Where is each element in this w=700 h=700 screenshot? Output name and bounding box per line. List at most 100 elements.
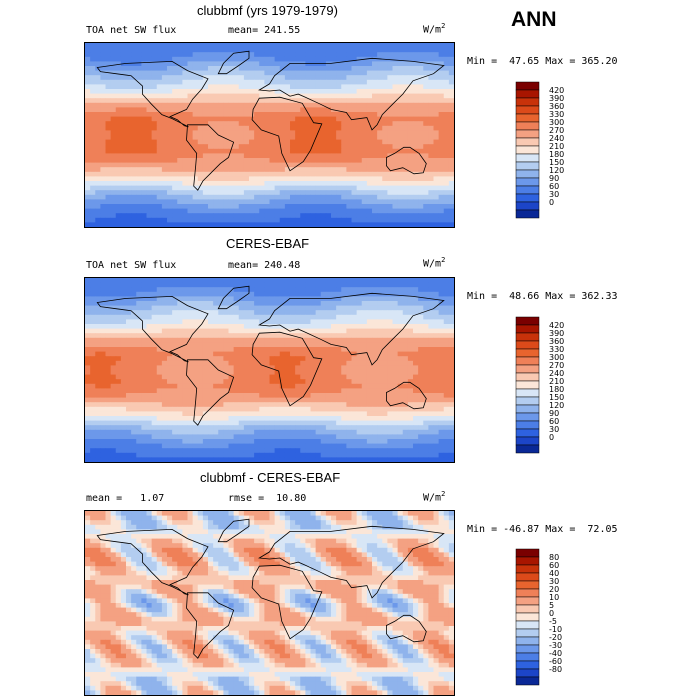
colorbar-tick-label: 240: [549, 134, 564, 143]
field-cell: [336, 61, 342, 67]
field-cell: [105, 314, 112, 320]
field-cell: [382, 176, 388, 182]
field-cell: [361, 342, 368, 348]
field-cell: [141, 56, 147, 62]
field-cell: [264, 204, 270, 209]
field-cell: [223, 130, 229, 136]
field-cell: [208, 208, 214, 214]
field-cell: [269, 153, 276, 159]
field-cell: [392, 379, 399, 385]
field-cell: [264, 93, 270, 99]
field-cell: [387, 116, 393, 122]
field-cell: [300, 351, 306, 357]
field-cell: [156, 190, 163, 196]
field-cell: [382, 89, 388, 94]
field-cell: [182, 139, 188, 145]
field-cell: [90, 301, 96, 306]
field-cell: [167, 393, 173, 398]
field-cell: [269, 139, 276, 145]
field-cell: [351, 93, 358, 99]
field-cell: [115, 213, 122, 219]
field-cell: [141, 199, 147, 205]
field-cell: [325, 397, 332, 403]
field-cell: [254, 116, 260, 122]
field-cell: [372, 291, 378, 297]
field-cell: [238, 406, 245, 412]
field-cell: [254, 153, 260, 159]
field-cell: [320, 310, 327, 316]
field-cell: [151, 402, 158, 408]
field-cell: [331, 291, 337, 297]
field-cell: [290, 287, 296, 293]
field-cell: [325, 406, 332, 412]
field-cell: [202, 388, 209, 394]
field-cell: [377, 199, 383, 205]
field-cell: [295, 194, 301, 200]
coastline: [186, 124, 235, 191]
field-cell: [433, 287, 440, 293]
field-cell: [320, 213, 327, 219]
field-cell: [372, 397, 378, 403]
field-cell: [249, 370, 255, 375]
field-cell: [167, 351, 173, 357]
field-cell: [182, 222, 188, 227]
field-cell: [418, 98, 424, 104]
field-cell: [274, 66, 281, 71]
field-cell: [218, 204, 224, 209]
field-cell: [105, 66, 112, 71]
field-cell: [223, 47, 229, 53]
field-cell: [377, 310, 383, 316]
field-cell: [392, 144, 399, 150]
field-cell: [279, 75, 286, 81]
field-cell: [269, 301, 276, 306]
field-cell: [156, 158, 163, 163]
field-cell: [320, 93, 327, 99]
field-cell: [182, 305, 188, 311]
field-cell: [172, 328, 178, 334]
field-cell: [151, 337, 158, 343]
field-cell: [172, 287, 178, 293]
field-cell: [356, 360, 363, 366]
field-cell: [290, 181, 296, 186]
field-cell: [325, 162, 332, 168]
field-cell: [213, 383, 219, 389]
field-cell: [115, 351, 122, 357]
field-cell: [238, 148, 245, 154]
field-cell: [269, 181, 276, 186]
field-cell: [208, 43, 214, 48]
field-cell: [105, 194, 112, 200]
field-cell: [146, 176, 153, 182]
field-cell: [295, 153, 301, 159]
field-cell: [192, 296, 199, 302]
field-cell: [356, 116, 363, 122]
field-cell: [346, 75, 352, 81]
field-cell: [146, 112, 153, 117]
field-cell: [310, 351, 317, 357]
field-cell: [392, 153, 399, 159]
field-cell: [146, 388, 153, 394]
field-cell: [279, 61, 286, 67]
field-cell: [233, 93, 240, 99]
field-cell: [346, 66, 352, 71]
field-cell: [243, 397, 250, 403]
field-cell: [397, 194, 404, 200]
field-cell: [279, 301, 286, 306]
field-cell: [356, 75, 363, 81]
field-cell: [331, 208, 337, 214]
field-cell: [402, 135, 409, 140]
field-cell: [274, 324, 281, 329]
field-cell: [233, 98, 240, 104]
field-cell: [397, 388, 404, 394]
field-cell: [413, 282, 419, 288]
field-cell: [146, 93, 153, 99]
field-cell: [151, 52, 158, 58]
field-cell: [249, 222, 255, 227]
field-cell: [290, 116, 296, 122]
field-cell: [249, 148, 255, 154]
field-cell: [126, 397, 132, 403]
field-cell: [254, 167, 260, 173]
field-cell: [438, 116, 445, 122]
field-cell: [372, 287, 378, 293]
field-cell: [433, 199, 440, 205]
